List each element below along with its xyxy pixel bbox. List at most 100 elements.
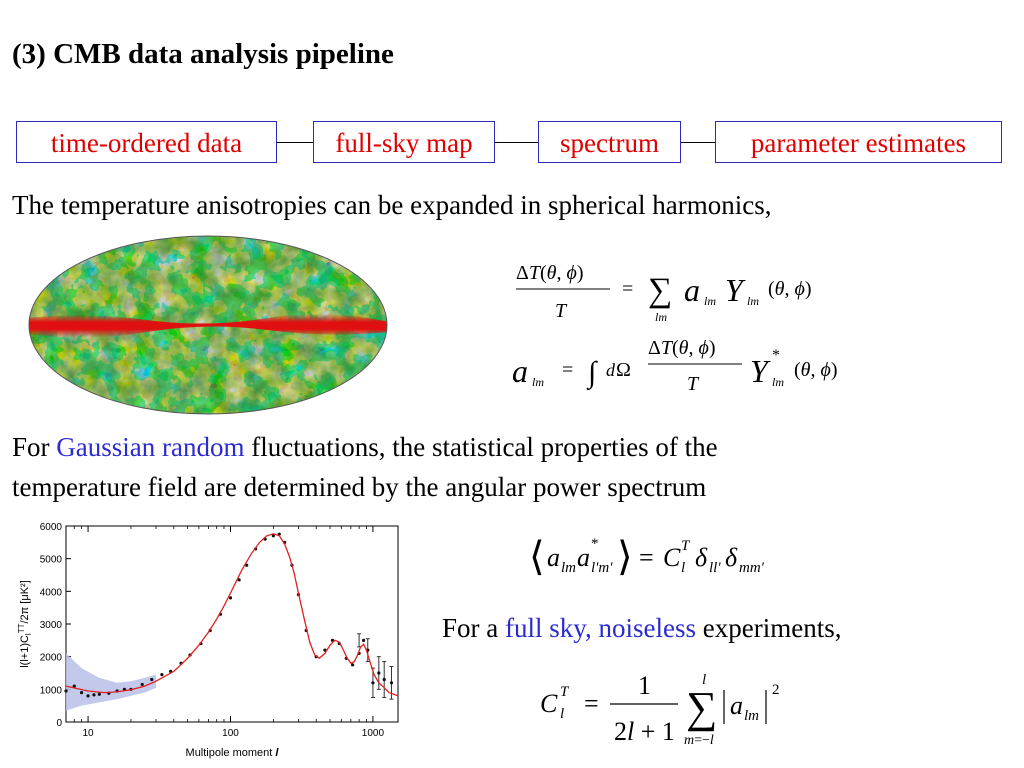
pipeline-connector xyxy=(277,142,313,143)
svg-text:lm: lm xyxy=(704,294,716,308)
intro-text: The temperature anisotropies can be expa… xyxy=(12,190,772,220)
svg-text:T: T xyxy=(555,300,568,322)
svg-text:a: a xyxy=(730,691,743,720)
equation-harmonic-expansion: ΔT(θ, ϕ) T = ∑ lm a lm Y lm (θ, ϕ) xyxy=(516,262,812,324)
svg-text:lm: lm xyxy=(561,560,576,576)
svg-text:l: l xyxy=(702,672,706,688)
svg-text:lm: lm xyxy=(744,708,759,724)
y-tick-label: 0 xyxy=(56,718,62,729)
fullsky-text: For a full sky, noiseless experiments, xyxy=(442,613,842,643)
svg-text:T: T xyxy=(560,684,570,700)
y-tick-label: 3000 xyxy=(40,620,63,631)
power-spectrum-chart: 0 1000 2000 3000 4000 5000 6000 10 100 1000 Multi… xyxy=(17,522,399,759)
x-tick-label: 10 xyxy=(82,728,94,739)
data-point xyxy=(245,563,249,567)
y-axis-label: l(l+1)ClTT/2π [μK²] xyxy=(17,580,33,668)
data-point xyxy=(389,681,394,685)
svg-text:=: = xyxy=(622,278,633,300)
data-point xyxy=(361,638,366,642)
y-axis-label-part: /2π [μK²] xyxy=(19,580,31,623)
svg-text:∑: ∑ xyxy=(648,272,672,309)
svg-text:lm: lm xyxy=(655,310,667,324)
data-point xyxy=(160,673,164,677)
svg-text:l: l xyxy=(681,560,685,576)
x-tick-label: 100 xyxy=(222,728,239,739)
svg-text:=: = xyxy=(584,689,599,718)
svg-text:(θ, ϕ): (θ, ϕ) xyxy=(768,278,812,300)
slide-title: (3) CMB data analysis pipeline xyxy=(12,38,394,70)
y-axis-label-part: l(l+1)C xyxy=(19,635,31,668)
svg-text:a: a xyxy=(684,272,700,308)
svg-text:ll': ll' xyxy=(709,560,721,576)
svg-text:=: = xyxy=(639,543,654,572)
data-point xyxy=(92,693,96,697)
svg-text:T: T xyxy=(681,538,691,554)
svg-text:Y: Y xyxy=(750,353,771,389)
x-tick-label: 1000 xyxy=(362,728,385,739)
data-point xyxy=(228,596,233,600)
x-axis-label-symbol: l xyxy=(275,747,279,759)
cosmic-variance-band xyxy=(66,653,157,711)
gaussian-random-highlight: Gaussian random xyxy=(56,432,245,462)
svg-text:lm: lm xyxy=(772,375,784,389)
data-point xyxy=(150,677,154,682)
data-point xyxy=(377,671,381,675)
y-tick-label: 1000 xyxy=(40,685,63,696)
data-point xyxy=(79,691,84,695)
svg-text:lm: lm xyxy=(747,294,759,308)
y-axis-label-part: TT xyxy=(17,623,26,633)
y-tick-label: 5000 xyxy=(40,555,63,566)
svg-text:δ: δ xyxy=(725,543,738,572)
data-point xyxy=(237,578,241,582)
svg-text:a: a xyxy=(512,353,528,389)
model-curve xyxy=(65,533,399,697)
data-point xyxy=(350,663,355,667)
pipeline-step-spectrum: spectrum xyxy=(538,121,681,163)
svg-text:(θ, ϕ): (θ, ϕ) xyxy=(794,359,838,381)
x-axis-label: Multipole moment l xyxy=(186,747,280,759)
equation-alm-correlation: ⟨ a lm a * l'm' ⟩ = C T l δ ll' δ mm' xyxy=(529,534,765,579)
svg-text:Ω: Ω xyxy=(616,359,631,381)
data-point xyxy=(97,692,101,696)
data-point xyxy=(72,684,76,688)
svg-text:1: 1 xyxy=(638,671,651,700)
svg-text:m=−l: m=−l xyxy=(684,733,714,748)
data-point xyxy=(140,682,144,687)
svg-text:ΔT(θ, ϕ): ΔT(θ, ϕ) xyxy=(648,337,716,359)
data-point xyxy=(382,677,386,682)
svg-text:a: a xyxy=(547,543,560,572)
pipeline-connector xyxy=(681,142,715,143)
svg-text:⟨: ⟨ xyxy=(529,534,545,579)
svg-text:d: d xyxy=(606,360,616,380)
pipeline-step-parameter-estimates: parameter estimates xyxy=(715,121,1002,163)
svg-text:T: T xyxy=(687,373,700,395)
cmb-sky-map xyxy=(28,235,388,415)
svg-text:l: l xyxy=(560,706,564,722)
svg-text:=: = xyxy=(562,359,573,381)
svg-text:∑: ∑ xyxy=(686,683,717,732)
svg-text:Y: Y xyxy=(725,272,746,308)
svg-text:2: 2 xyxy=(772,682,780,698)
eq1-numerator: ΔT(θ, ϕ) xyxy=(516,262,584,284)
svg-text:a: a xyxy=(577,543,590,572)
y-tick-label: 2000 xyxy=(40,653,63,664)
y-tick-label: 4000 xyxy=(40,587,63,598)
pipeline-connector xyxy=(495,142,538,143)
svg-text:C: C xyxy=(540,689,558,718)
svg-text:⟩: ⟩ xyxy=(617,534,633,579)
y-tick-label: 6000 xyxy=(40,522,63,533)
pipeline-step-time-ordered-data: time-ordered data xyxy=(16,121,277,163)
svg-text:l'm': l'm' xyxy=(591,560,613,576)
svg-text:*: * xyxy=(591,536,599,552)
gaussian-text-line2: temperature field are determined by the … xyxy=(12,472,707,502)
svg-text:C: C xyxy=(663,543,681,572)
gaussian-text-line1: For Gaussian random fluctuations, the st… xyxy=(12,432,718,462)
svg-text:δ: δ xyxy=(695,543,708,572)
data-point xyxy=(86,694,90,698)
data-point xyxy=(271,534,275,538)
svg-text:*: * xyxy=(772,347,780,364)
data-point xyxy=(64,689,68,693)
pipeline-step-full-sky-map: full-sky map xyxy=(313,121,495,163)
equation-alm: a lm = ∫ d Ω ΔT(θ, ϕ) T Y * lm (θ, ϕ) xyxy=(512,337,838,395)
svg-text:2l + 1: 2l + 1 xyxy=(614,717,675,746)
